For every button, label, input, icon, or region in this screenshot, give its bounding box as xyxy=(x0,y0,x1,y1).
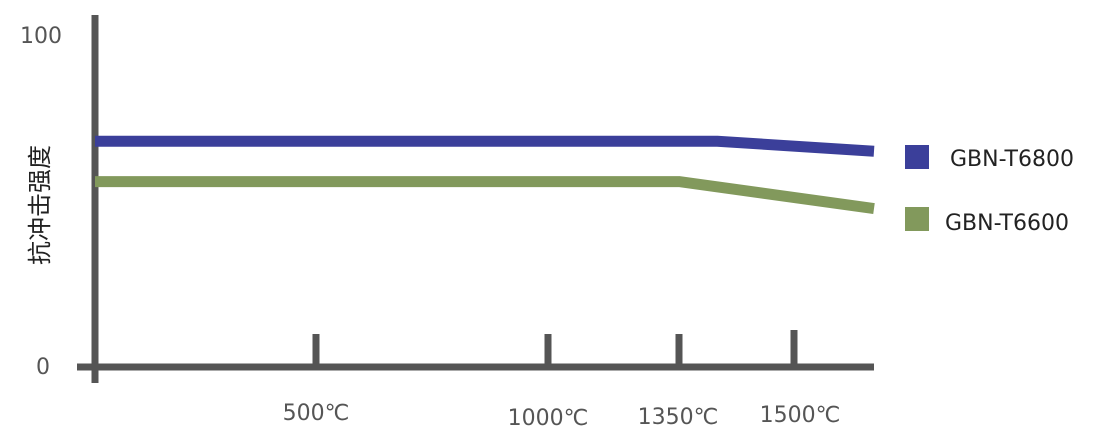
x-tick-label-1500: 1500℃ xyxy=(760,403,841,428)
series-group xyxy=(95,135,875,215)
legend-swatch-gbn-t6800 xyxy=(905,145,929,169)
y-axis-label: 抗冲击强度 xyxy=(26,145,54,265)
y-tick-label-max: 100 xyxy=(20,24,62,49)
x-tick-label-1000: 1000℃ xyxy=(508,406,589,431)
x-tick-label-500: 500℃ xyxy=(283,401,350,426)
legend-label-gbn-t6800: GBN-T6800 xyxy=(950,147,1074,172)
series-line-gbn-t6600 xyxy=(95,176,875,215)
legend-label-gbn-t6600: GBN-T6600 xyxy=(945,211,1069,236)
legend: GBN-T6800 GBN-T6600 xyxy=(905,145,1074,236)
x-ticks xyxy=(312,330,798,367)
y-tick-label-min: 0 xyxy=(36,355,50,380)
legend-swatch-gbn-t6600 xyxy=(905,207,929,231)
series-line-gbn-t6800 xyxy=(95,135,875,157)
x-tick-label-1350: 1350℃ xyxy=(638,405,719,430)
